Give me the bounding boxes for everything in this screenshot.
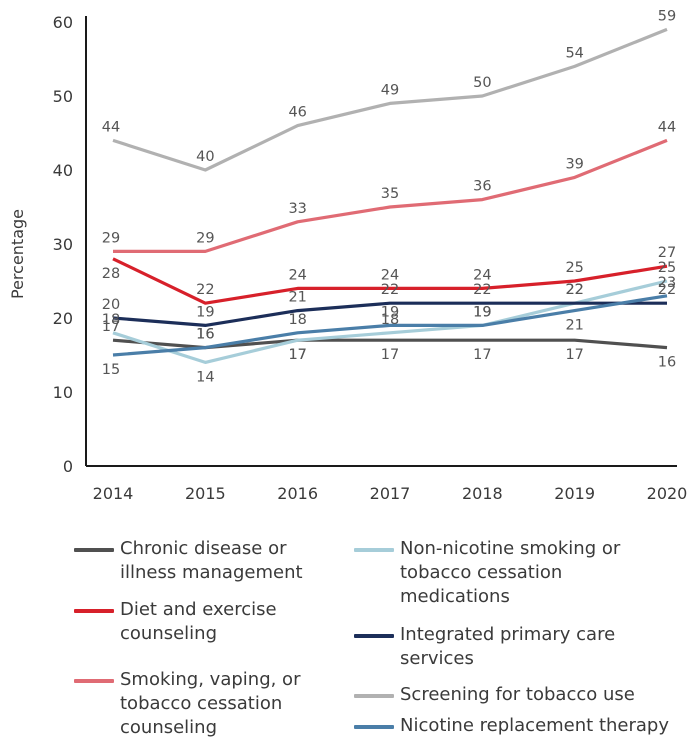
data-label: 17 [288,347,306,363]
x-tick-label: 2017 [370,484,411,503]
data-label: 54 [565,45,583,61]
legend-label: Nicotine replacement therapy [400,714,693,738]
legend-swatch [74,679,114,683]
y-tick-label: 20 [53,309,73,328]
data-label: 17 [473,347,491,363]
y-tick-label: 40 [53,161,73,180]
data-label: 36 [473,179,491,195]
data-label: 29 [196,230,214,246]
x-tick-label: 2019 [554,484,595,503]
legend-label: Chronic disease or illness management [120,537,330,585]
data-label: 22 [196,282,214,298]
data-label: 18 [288,312,306,328]
data-label: 19 [473,304,491,320]
data-label: 23 [658,275,676,291]
legend-item: Screening for tobacco use [354,683,693,707]
data-label: 16 [196,327,214,343]
data-label: 22 [381,282,399,298]
legend-swatch [354,634,394,638]
legend-item: Integrated primary care services [354,623,650,671]
data-label: 15 [102,362,120,378]
data-label: 14 [196,369,214,385]
data-label: 19 [381,304,399,320]
legend-swatch [74,548,114,552]
y-tick-label: 10 [53,383,73,402]
y-axis-label: Percentage [8,209,27,299]
data-label: 25 [565,260,583,276]
x-tick-label: 2015 [185,484,226,503]
y-tick-label: 60 [53,13,73,32]
data-label: 40 [196,149,214,165]
data-label: 20 [102,297,120,313]
data-label: 22 [473,282,491,298]
legend-item: Smoking, vaping, or tobacco cessation co… [74,668,330,740]
data-label: 59 [658,8,676,24]
legend-item: Chronic disease or illness management [74,537,330,585]
chart-legend: Chronic disease or illness management Non… [0,532,693,746]
x-tick-label: 2018 [462,484,503,503]
data-label: 27 [658,245,676,261]
data-label: 49 [381,82,399,98]
legend-label: Non-nicotine smoking or tobacco cessatio… [400,537,650,609]
legend-item: Nicotine replacement therapy [354,714,693,738]
legend-item: Non-nicotine smoking or tobacco cessatio… [354,537,650,609]
data-label: 17 [381,347,399,363]
legend-label: Diet and exercise counseling [120,598,330,646]
data-label: 35 [381,186,399,202]
data-label: 16 [658,355,676,371]
data-label: 28 [102,266,120,282]
data-label: 44 [102,119,120,135]
data-label: 24 [288,267,306,283]
data-label: 39 [565,156,583,172]
x-tick-label: 2016 [277,484,318,503]
legend-swatch [354,694,394,698]
y-tick-label: 30 [53,235,73,254]
data-label: 33 [288,201,306,217]
legend-label: Smoking, vaping, or tobacco cessation co… [120,668,330,740]
legend-swatch [354,548,394,552]
data-label: 21 [288,290,306,306]
x-tick-label: 2014 [93,484,134,503]
data-label: 19 [196,304,214,320]
data-label: 18 [102,312,120,328]
y-tick-label: 0 [63,457,73,476]
data-label: 29 [102,230,120,246]
data-label: 22 [565,282,583,298]
legend-label: Screening for tobacco use [400,683,693,707]
data-label: 50 [473,75,491,91]
legend-item: Diet and exercise counseling [74,598,330,646]
data-label: 24 [381,267,399,283]
x-tick-label: 2020 [647,484,688,503]
data-label: 44 [658,119,676,135]
data-label: 25 [658,260,676,276]
data-label: 17 [565,347,583,363]
data-label: 24 [473,267,491,283]
data-label: 21 [565,318,583,334]
legend-swatch [354,725,394,729]
y-tick-label: 50 [53,87,73,106]
data-label: 46 [288,105,306,121]
legend-label: Integrated primary care services [400,623,650,671]
legend-swatch [74,609,114,613]
